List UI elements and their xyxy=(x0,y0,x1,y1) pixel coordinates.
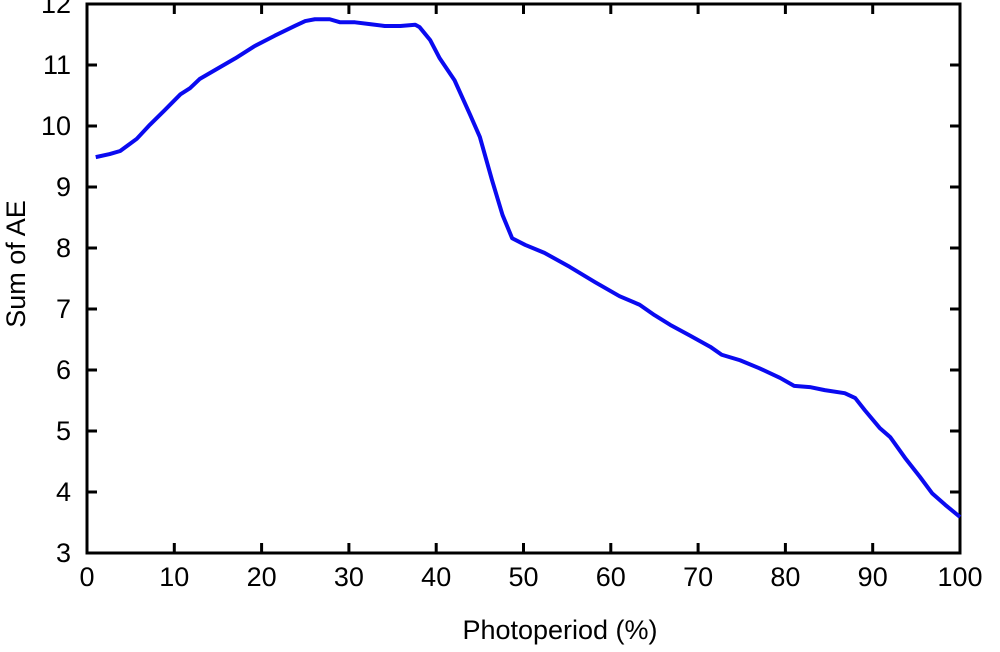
y-tick-label: 6 xyxy=(56,355,71,385)
x-tick-label: 80 xyxy=(770,562,800,592)
x-tick-label: 0 xyxy=(79,562,94,592)
x-tick-label: 10 xyxy=(159,562,189,592)
x-tick-label: 50 xyxy=(508,562,538,592)
x-tick-label: 30 xyxy=(334,562,364,592)
y-tick-label: 5 xyxy=(56,416,71,446)
y-tick-label: 11 xyxy=(43,50,71,80)
y-tick-label: 7 xyxy=(56,294,71,324)
y-axis-label: Sum of AE xyxy=(1,200,31,328)
y-tick-label: 10 xyxy=(41,111,71,141)
y-tick-label: 12 xyxy=(41,0,71,19)
x-axis-label: Photoperiod (%) xyxy=(462,615,657,645)
plot-frame xyxy=(85,2,962,555)
x-tick-label: 20 xyxy=(247,562,277,592)
data-line xyxy=(95,17,962,519)
y-tick-label: 3 xyxy=(56,538,71,568)
y-tick-label: 8 xyxy=(56,233,71,263)
y-tick-label: 4 xyxy=(56,477,71,507)
y-tick-label: 9 xyxy=(56,172,71,202)
x-tick-label: 60 xyxy=(596,562,626,592)
x-tick-label: 70 xyxy=(683,562,713,592)
x-tick-label: 90 xyxy=(858,562,888,592)
x-tick-label: 40 xyxy=(421,562,451,592)
x-tick-label: 100 xyxy=(937,562,982,592)
